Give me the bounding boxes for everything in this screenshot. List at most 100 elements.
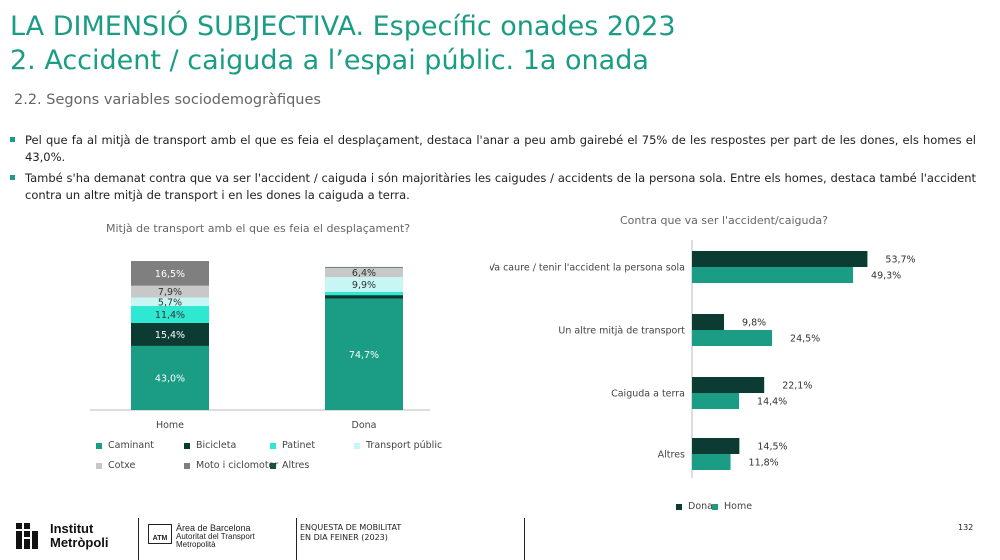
- legend-swatch: [96, 462, 102, 469]
- legend-item-cotxe: Cotxe: [96, 460, 135, 471]
- data-label: 53,7%: [885, 255, 915, 266]
- logo-line-2: Metròpoli: [50, 535, 109, 550]
- page-title: LA DIMENSIÓ SUBJECTIVA. Específic onades…: [10, 10, 676, 78]
- atm-line-3: Metropolità: [176, 540, 216, 549]
- accident-chart-title: Contra que va ser l'accident/caiguda?: [620, 214, 829, 227]
- transport-stacked-chart: 43,0% 15,4% 11,4% 5,7%7,9% 16,5% Home 74,7% 9,9…: [90, 261, 430, 431]
- data-label: 74,7%: [349, 350, 379, 361]
- x-tick-label: Home: [156, 420, 184, 431]
- title-line-1: LA DIMENSIÓ SUBJECTIVA. Específic onades…: [10, 11, 676, 42]
- bar-segment-cotxe: [131, 285, 209, 298]
- data-label: 7,9%: [158, 287, 182, 298]
- bar-segment-bicicleta: [325, 295, 403, 299]
- bullet-text: També s'ha demanat contra que va ser l'a…: [25, 171, 976, 202]
- atm-text: Àrea de Barcelona Autoritat del Transpor…: [176, 524, 255, 550]
- legend-item-moto: Moto i ciclomotor: [184, 460, 278, 471]
- data-label: 11,4%: [155, 310, 185, 321]
- bar-segment-transport_public: [131, 297, 209, 306]
- legend-swatch: [184, 462, 190, 469]
- bar-home: [692, 393, 740, 409]
- data-label: 14,5%: [757, 442, 787, 453]
- y-tick-label: Caiguda a terra: [611, 389, 685, 400]
- bar-dona: [692, 438, 740, 454]
- data-label: 6,4%: [352, 268, 376, 279]
- bar-dona: [692, 314, 725, 330]
- page-number: 132: [958, 523, 974, 532]
- atm-box-icon: ATM: [148, 524, 172, 544]
- data-label: 11,8%: [749, 458, 779, 469]
- bar-segment-patinet: [325, 291, 403, 296]
- bullet-square-icon: [10, 137, 15, 142]
- legend-item-caminant: Caminant: [96, 440, 154, 451]
- atm-logo: ATM Àrea de Barcelona Autoritat del Tran…: [148, 524, 255, 550]
- bullet-item: També s'ha demanat contra que va ser l'a…: [10, 170, 976, 204]
- bar-segment-cotxe: [325, 267, 403, 278]
- bar-segment-altres: [325, 266, 403, 268]
- legend-label: Patinet: [282, 440, 316, 451]
- legend-swatch: [676, 503, 682, 510]
- bar-home: [692, 454, 731, 470]
- y-tick-label: Altres: [658, 450, 685, 461]
- legend-swatch: [270, 442, 276, 449]
- survey-line-2: EN DIA FEINER (2023): [300, 533, 388, 542]
- bullet-item: Pel que fa al mitjà de transport amb el …: [10, 132, 976, 166]
- y-tick-label: Va caure / tenir l'accident la persona s…: [490, 263, 685, 274]
- legend-label: Dona: [688, 501, 713, 512]
- footer-divider: [524, 518, 525, 560]
- legend-label: Altres: [282, 460, 310, 471]
- page-subtitle: 2.2. Segons variables sociodemogràfiques: [14, 92, 321, 108]
- legend-swatch: [96, 442, 102, 449]
- bar-segment-caminant: [325, 298, 403, 410]
- legend-label: Bicicleta: [196, 440, 237, 451]
- legend-label: Caminant: [108, 440, 154, 451]
- data-label: 22,1%: [782, 381, 812, 392]
- survey-name: ENQUESTA DE MOBILITAT EN DIA FEINER (202…: [300, 523, 401, 543]
- institut-metropoli-logo: Institut Metròpoli: [16, 522, 109, 550]
- legend-item-dona: Dona: [676, 501, 713, 512]
- legend-swatch: [712, 503, 718, 510]
- bar-segment-patinet: [131, 305, 209, 323]
- data-label: 5,7%: [158, 297, 182, 308]
- y-tick-label: Un altre mitjà de transport: [558, 326, 685, 337]
- bar-segment-transport_public: [325, 277, 403, 292]
- legend-item-home: Home: [712, 501, 752, 512]
- legend-label: Moto i ciclomotor: [196, 460, 279, 471]
- legend-label: Home: [724, 501, 753, 512]
- institut-metropoli-mark-icon: [16, 523, 38, 549]
- logo-line-1: Institut: [50, 521, 94, 536]
- survey-line-1: ENQUESTA DE MOBILITAT: [300, 523, 402, 532]
- legend-label: Cotxe: [108, 460, 136, 471]
- accident-hbar-chart: 53,7% 49,3% Va caure / tenir l'accident la…: [490, 240, 916, 478]
- data-label: 9,8%: [742, 318, 766, 329]
- data-label: 15,4%: [155, 330, 185, 341]
- bar-home: [692, 267, 854, 283]
- footer-divider: [138, 518, 139, 560]
- bullet-square-icon: [10, 175, 15, 180]
- legend-swatch: [354, 442, 360, 449]
- legend-label: Transport públic: [366, 440, 443, 451]
- title-line-2: 2. Accident / caiguda a l’espai públic. …: [10, 45, 649, 76]
- data-label: 43,0%: [155, 373, 185, 384]
- legend-swatch: [270, 462, 276, 469]
- data-label: 14,4%: [757, 397, 787, 408]
- legend-item-altres: Altres: [270, 460, 309, 471]
- institut-metropoli-wordmark: Institut Metròpoli: [50, 522, 109, 550]
- bullet-text: Pel que fa al mitjà de transport amb el …: [25, 133, 976, 164]
- transport-chart-title: Mitjà de transport amb el que es feia el…: [106, 222, 411, 235]
- legend-item-bicicleta: Bicicleta: [184, 440, 236, 451]
- bullet-list: Pel que fa al mitjà de transport amb el …: [10, 132, 976, 208]
- bar-segment-caminant: [131, 345, 209, 410]
- atm-line-2: Autoritat del Transport: [176, 531, 255, 541]
- bar-segment-moto: [131, 261, 209, 286]
- bar-dona: [692, 251, 868, 267]
- accident-legend: Dona Home: [676, 501, 796, 515]
- bar-dona: [692, 377, 765, 393]
- x-tick-label: Dona: [352, 420, 377, 431]
- data-label: 24,5%: [790, 334, 820, 345]
- bar-home: [692, 330, 773, 346]
- data-label: 49,3%: [871, 271, 901, 282]
- data-label: 16,5%: [155, 269, 185, 280]
- footer-divider: [296, 518, 297, 560]
- transport-legend: Caminant Bicicleta Patinet Transport púb…: [96, 440, 476, 476]
- legend-item-transport-public: Transport públic: [354, 440, 442, 451]
